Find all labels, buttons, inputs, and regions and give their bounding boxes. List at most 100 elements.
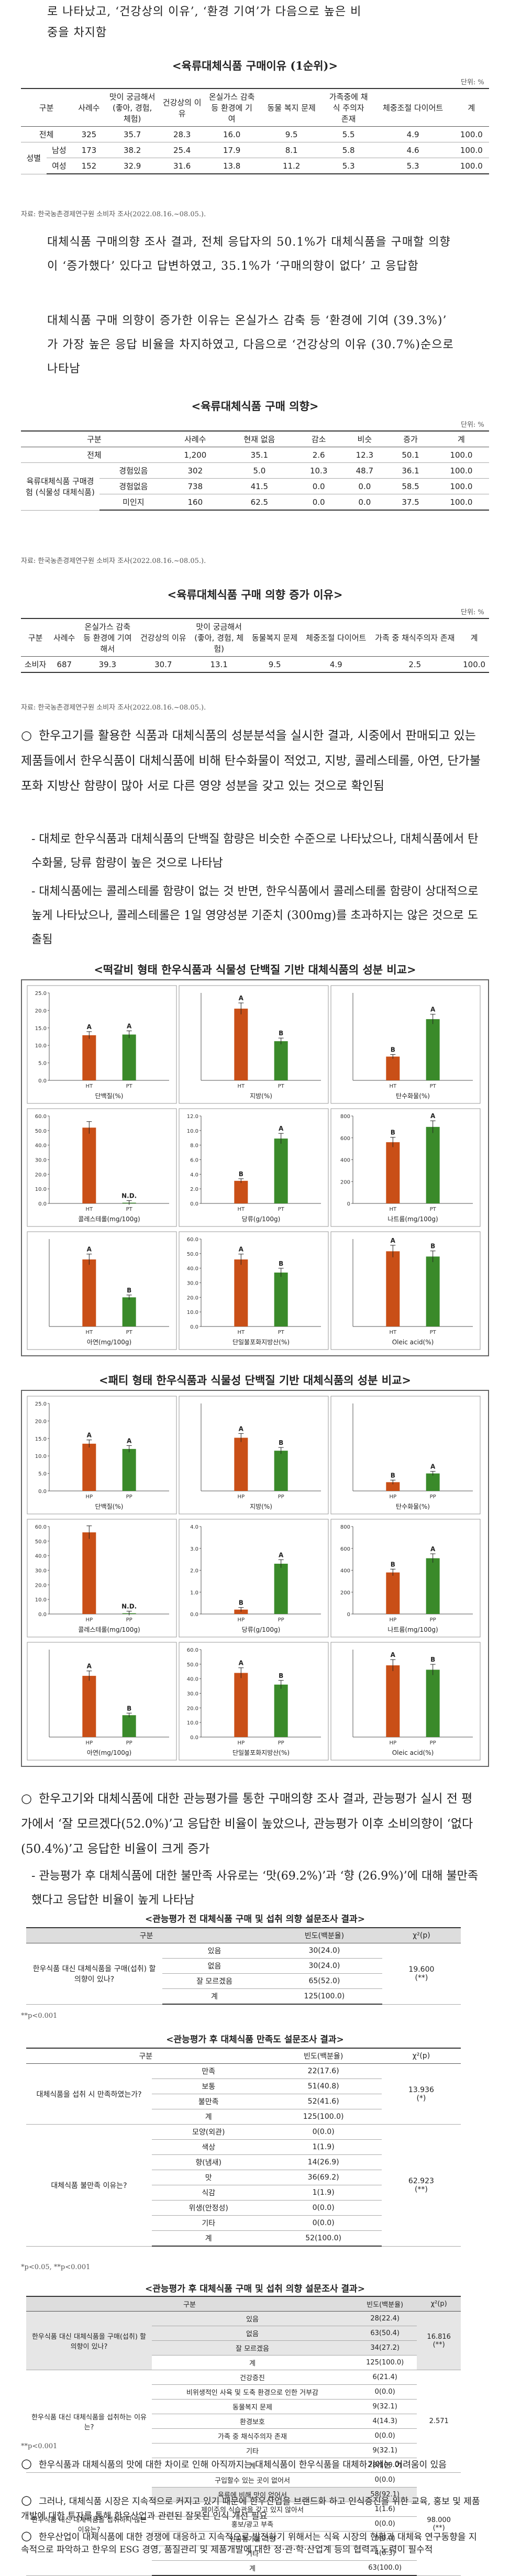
table2-source: 자료: 한국농촌경제연구원 소비자 조사(2022.08.16.~08.05.)…: [21, 557, 206, 565]
table-row: 색상 1(1.9): [26, 2139, 461, 2155]
chart-bar: [234, 1609, 248, 1614]
y-tick-label: 30.0: [35, 1568, 47, 1574]
panel-frame: [179, 1519, 329, 1638]
y-tick-label: 3.0: [190, 1546, 198, 1552]
table-cell: 9.5: [248, 656, 302, 673]
table2-header: 현재 없음: [223, 430, 296, 447]
table-row: 계 125(100.0): [26, 2109, 461, 2125]
panel-label: 지방(%): [250, 1092, 272, 1100]
table-row: 불만족 52(41.6): [26, 2094, 461, 2109]
table-row: 비위생적인 사육 및 도축 환경으로 인한 거부감 0(0.0): [26, 2384, 461, 2400]
chart-bar: [122, 1449, 136, 1491]
significance-letter: B: [391, 1561, 395, 1568]
table-cell: 31.6: [158, 158, 206, 174]
chart-panel: A HP B PP Oleic acid(%): [330, 1642, 481, 1761]
table-cell: 인공첨가물 걱정: [152, 2531, 353, 2546]
table-cell: 계: [152, 2109, 265, 2125]
chart-bar: [234, 1009, 248, 1080]
bullet-taste-difference: ○ 한우식품과 대체식품의 맛에 대한 차이로 인해 아직까지는 대체식품이 한우…: [21, 2456, 447, 2471]
table-cell: 불만족: [152, 2094, 265, 2109]
table-cell: 100.0: [453, 126, 489, 142]
significance-letter: N.D.: [121, 1603, 137, 1610]
x-tick-label: PP: [278, 1740, 284, 1746]
table-cell: 0.0: [341, 478, 388, 494]
x-tick-label: PP: [430, 1740, 436, 1746]
table-cell: 38.2: [106, 142, 159, 158]
significance-letter: A: [391, 1651, 396, 1659]
figure1-chart: 0.0 5.0 10.0 15.0 20.0 25.0 A HT A PT 단백질(%) A HT B PT…: [21, 979, 489, 1356]
table-cell: 0(0.0): [352, 2428, 417, 2444]
table-cell: 5.3: [372, 158, 454, 174]
table-cell: 28.3: [158, 126, 206, 142]
significance-letter: B: [279, 1260, 283, 1267]
table4-header: 빈도(백분율): [267, 1927, 382, 1943]
y-tick-label: 0.0: [38, 1612, 47, 1618]
table-cell: 0.0: [295, 478, 342, 494]
table-cell: 육류대체식품 구매경험 (식물성 대체식품): [21, 462, 99, 511]
table-cell: 4(6.3): [352, 2546, 417, 2561]
y-tick-label: 0.0: [190, 1612, 198, 1618]
table3-source: 자료: 한국농촌경제연구원 소비자 조사(2022.08.16.~08.05.)…: [21, 704, 206, 712]
y-tick-label: 30.0: [35, 1158, 47, 1164]
figure1-svg: 0.05.010.015.020.025.0AHTAPT단백질(%)AHTBPT…: [27, 985, 481, 1350]
table-row: 계 52(100.0): [26, 2230, 461, 2247]
table-cell: 동물복지 문제: [152, 2399, 353, 2414]
x-tick-label: PT: [278, 1207, 285, 1212]
panel-frame: [179, 1642, 329, 1761]
chart-bar: [426, 1558, 440, 1614]
chart-panel: 0.0 10.0 20.0 30.0 40.0 50.0 60.0 HP N.D. PP 콜레스테롤…: [27, 1519, 177, 1638]
table-cell: 1(1.6): [352, 2502, 417, 2517]
chart-bar: [274, 1451, 288, 1491]
table-group-label: 한우식품 대신 대체식품을 구매(섭취) 할 의향이 있나?: [26, 2311, 152, 2370]
table-row: 소비자 687 39.3 30.7 13.1 9.5 4.9 2.5 100.0: [21, 656, 489, 673]
chart-bar: [274, 1041, 288, 1080]
table-cell: 58(92.1): [352, 2487, 417, 2502]
table-cell: 구입할수 있는 곳이 없어서: [152, 2472, 353, 2487]
chart-panel: A HP B PP 지방(%): [179, 1396, 329, 1514]
table3-title: <육류대체식품 구매 의향 증가 이유>: [167, 588, 343, 601]
table-row: 계 28(100.0): [26, 2458, 461, 2473]
significance-letter: B: [391, 1472, 395, 1479]
table-row: 전체 1,200 35.1 2.6 12.3 50.1 100.0: [21, 447, 489, 463]
table-cell: 0.0: [341, 494, 388, 511]
table-cell: 52(100.0): [265, 2230, 382, 2247]
figure2-svg: 0.05.010.015.020.025.0AHPAPP단백질(%)AHPBPP…: [27, 1396, 481, 1761]
x-tick-label: HP: [238, 1494, 245, 1500]
table-cell: 65(52.0): [267, 1973, 382, 1989]
table1: 구분 사례수 맛이 궁금해서 (좋아, 경험, 체험) 건강상의 이유 온실가스…: [21, 88, 489, 174]
y-tick-label: 12.0: [187, 1114, 198, 1120]
panel-frame: [179, 985, 329, 1104]
bullet-circle-icon: ○: [21, 2528, 32, 2543]
table-cell: 36.1: [387, 462, 434, 479]
significance-letter: A: [87, 1023, 92, 1031]
y-tick-label: 60.0: [35, 1524, 47, 1530]
table-cell: 4.9: [302, 656, 371, 673]
table3-header: 온실가스 감축 등 환경에 기여해서: [79, 618, 137, 657]
table-cell: 6(21.4): [352, 2370, 417, 2385]
table-cell: 없음: [152, 2326, 353, 2341]
panel-label: 당류(g/100g): [242, 1215, 281, 1223]
table-cell: 0(0.0): [265, 2215, 382, 2231]
table-cell: 9(32.1): [352, 2399, 417, 2414]
x-tick-label: HP: [390, 1494, 397, 1500]
chart-bar: [234, 1259, 248, 1326]
table2-header: 구분: [21, 430, 168, 447]
table-cell: 있음: [152, 2311, 353, 2326]
y-tick-label: 40.0: [35, 1143, 47, 1149]
panel-label: 나트륨(mg/100g): [387, 1626, 438, 1633]
panel-frame: [330, 1108, 481, 1227]
y-tick-label: 0.0: [38, 1201, 47, 1207]
chart-bar: [426, 1256, 440, 1326]
chart-bar: [386, 1572, 400, 1614]
table-row: 잘 모르겠음 65(52.0): [26, 1973, 461, 1989]
panel-label: 단일불포화지방산(%): [232, 1749, 290, 1756]
table-cell: 여성: [46, 158, 72, 174]
table-row: 환경보호 4(14.3): [26, 2414, 461, 2429]
significance-letter: B: [239, 1170, 243, 1178]
significance-letter: A: [239, 1246, 244, 1253]
table6-body: 한우식품 대신 대체식품을 구매(섭취) 할 의향이 있나? 있음 28(22.4)…: [26, 2311, 461, 2576]
x-tick-label: PT: [126, 1207, 133, 1212]
chart-bar: [82, 1532, 96, 1614]
